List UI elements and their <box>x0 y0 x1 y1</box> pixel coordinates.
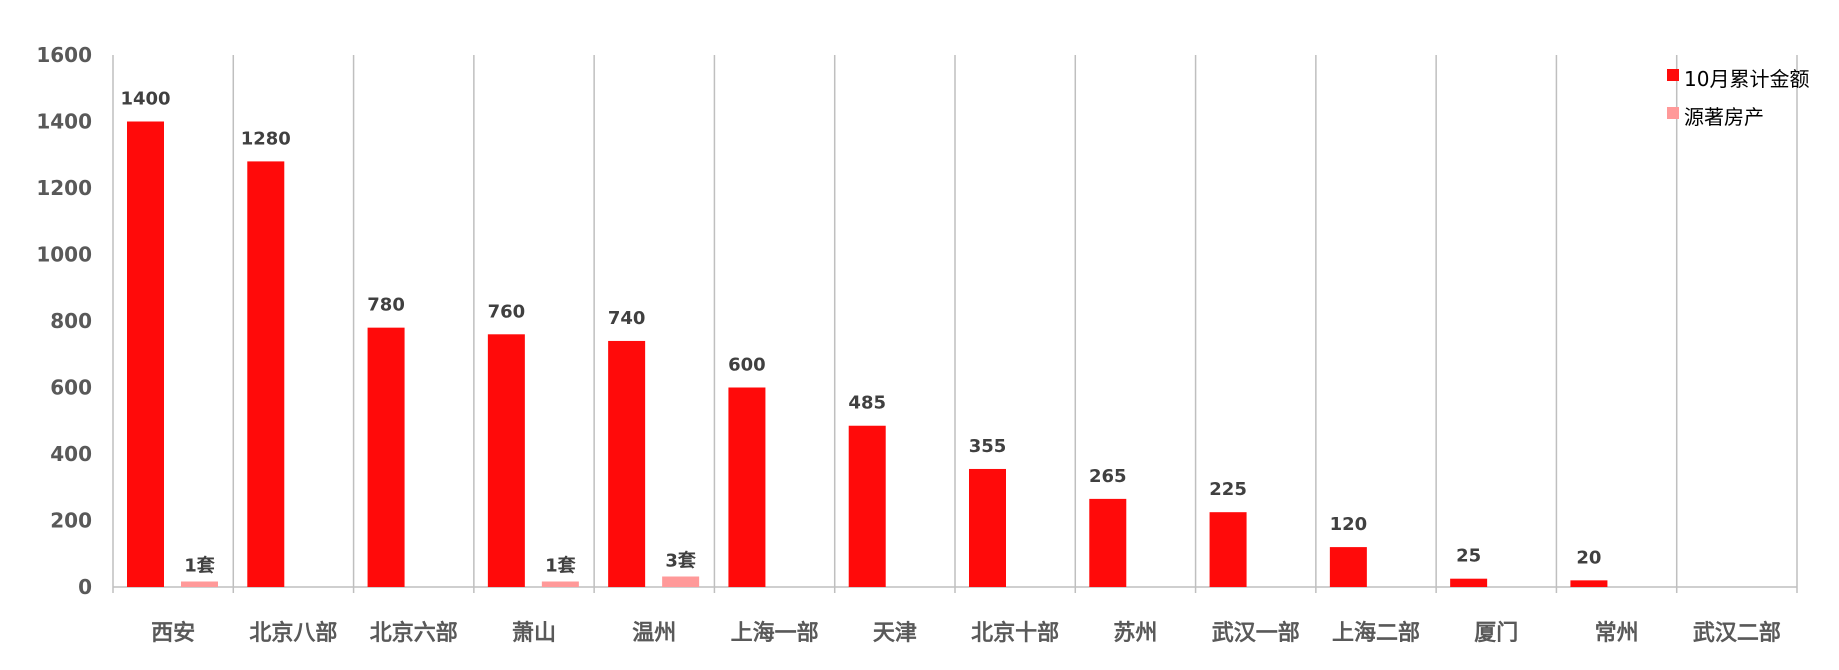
bar-series-2 <box>541 581 579 587</box>
data-label-series-2: 1套 <box>545 555 576 577</box>
y-tick-label: 800 <box>50 309 92 333</box>
x-category-label: 上海一部 <box>731 620 819 646</box>
x-category-label: 北京八部 <box>249 620 337 646</box>
y-tick-label: 1200 <box>36 176 92 200</box>
data-label-series-1: 25 <box>1456 546 1481 567</box>
x-category-label: 温州 <box>632 621 676 646</box>
bar-series-1 <box>1329 547 1367 587</box>
data-label-series-1: 760 <box>488 301 526 322</box>
bar-series-1 <box>1089 498 1127 587</box>
legend-label-series-1: 10月累计金额 <box>1684 67 1809 91</box>
legend-swatch-series-1 <box>1667 69 1679 81</box>
x-category-label: 萧山 <box>512 621 556 646</box>
bar-series-1 <box>728 387 766 587</box>
legend-item-series-2: 源著房产 <box>1667 105 1764 129</box>
bar-series-1 <box>848 425 886 587</box>
y-axis: 0 200 400 600 800 1000 1200 1400 1600 <box>36 43 114 599</box>
bar-series-2 <box>662 576 700 587</box>
x-axis: 西安 北京八部 北京六部 萧山 温州 上海一部 天津 北京十部 苏州 武汉一部 上海二部 厦门 常州 武汉… <box>151 620 1781 646</box>
data-label-series-1: 265 <box>1089 466 1127 487</box>
data-label-series-1: 355 <box>969 436 1007 457</box>
bar-series-1 <box>969 468 1006 587</box>
legend: 10月累计金额 源著房产 <box>1667 67 1809 129</box>
x-category-label: 西安 <box>151 620 195 646</box>
bar-series-2 <box>181 581 218 587</box>
data-label-series-1: 120 <box>1330 514 1368 535</box>
legend-item-series-1: 10月累计金额 <box>1667 67 1809 91</box>
data-label-series-1: 485 <box>848 393 886 414</box>
bar-series-1 <box>247 161 285 587</box>
data-label-series-1: 225 <box>1209 479 1247 500</box>
x-category-label: 苏州 <box>1113 620 1157 646</box>
data-label-series-1: 600 <box>728 355 766 376</box>
bar-series-1 <box>367 327 405 587</box>
y-tick-label: 0 <box>78 575 92 599</box>
x-category-label: 常州 <box>1595 620 1639 646</box>
bar-series-1 <box>1570 580 1608 587</box>
category-separators <box>232 55 1798 593</box>
legend-swatch-series-2 <box>1667 107 1679 119</box>
y-tick-label: 1400 <box>36 110 92 134</box>
bar-series-1 <box>608 340 646 587</box>
data-label-series-1: 20 <box>1576 547 1601 568</box>
y-tick-label: 1000 <box>36 243 92 267</box>
data-label-series-1: 740 <box>608 308 646 329</box>
x-category-label: 天津 <box>873 620 917 646</box>
data-label-series-1: 1280 <box>241 128 291 149</box>
bar-series-1 <box>1450 578 1488 587</box>
data-label-series-2: 1套 <box>184 555 215 577</box>
data-label-series-1: 1400 <box>120 89 170 110</box>
bar-series-1 <box>487 334 525 587</box>
y-tick-label: 200 <box>50 509 92 533</box>
data-label-series-1: 780 <box>367 295 405 316</box>
data-label-series-2: 3套 <box>665 550 696 572</box>
bar-series-1 <box>1209 512 1247 587</box>
bars <box>127 121 1608 587</box>
y-tick-label: 600 <box>50 376 92 400</box>
x-category-label: 武汉一部 <box>1212 620 1300 646</box>
x-category-label: 厦门 <box>1474 620 1518 646</box>
legend-label-series-2: 源著房产 <box>1684 105 1764 129</box>
y-tick-label: 400 <box>50 442 92 466</box>
y-tick-label: 1600 <box>36 43 92 67</box>
x-category-label: 武汉二部 <box>1693 620 1781 646</box>
x-category-label: 北京十部 <box>971 620 1059 646</box>
x-category-label: 上海二部 <box>1332 620 1420 646</box>
x-category-label: 北京六部 <box>370 620 458 646</box>
data-labels: 1400 1套 1280 780 760 1套 740 3套 600 485 355 265 225 12… <box>120 89 1601 577</box>
bar-series-1 <box>127 121 164 587</box>
